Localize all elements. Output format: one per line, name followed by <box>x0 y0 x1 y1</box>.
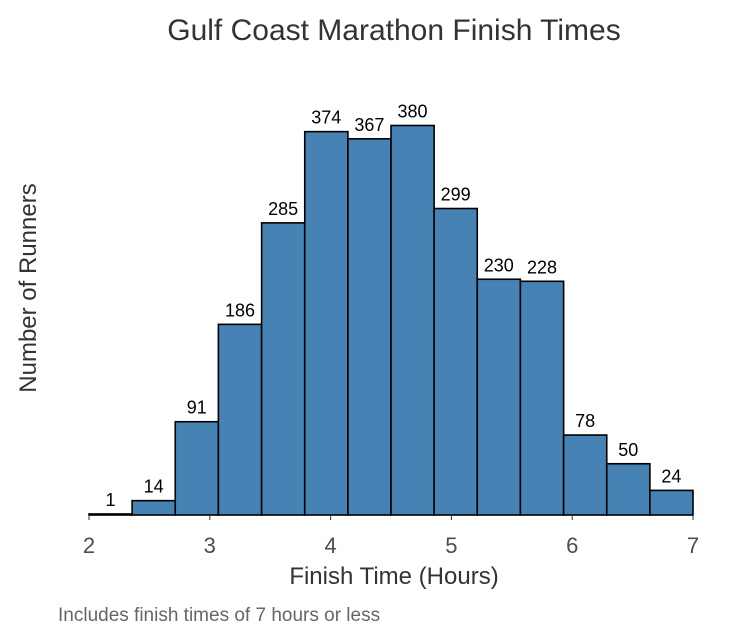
x-axis-title: Finish Time (Hours) <box>289 563 498 590</box>
y-axis-title: Number of Runners <box>15 183 42 392</box>
chart-caption: Includes finish times of 7 hours or less <box>58 605 380 626</box>
histogram-bar-0 <box>88 513 133 516</box>
x-tick-label-1: 3 <box>204 533 216 558</box>
histogram-bar-3 <box>217 323 263 516</box>
bar-value-label-1: 14 <box>144 477 164 497</box>
bars-group <box>88 124 694 516</box>
x-tick-label-0: 2 <box>83 533 95 558</box>
x-tick-label-4: 6 <box>566 533 578 558</box>
bar-value-label-0: 1 <box>106 490 116 510</box>
histogram-bar-12 <box>605 462 651 516</box>
histogram-bar-4 <box>260 222 306 516</box>
chart-title: Gulf Coast Marathon Finish Times <box>167 14 621 47</box>
histogram-bar-5 <box>303 130 349 516</box>
bar-value-label-9: 230 <box>484 255 514 275</box>
histogram-bar-13 <box>649 489 694 516</box>
bar-value-label-13: 24 <box>661 466 681 486</box>
histogram-bar-9 <box>476 278 522 516</box>
bar-value-label-8: 299 <box>441 185 471 205</box>
bar-value-label-7: 380 <box>398 102 428 122</box>
histogram-bar-8 <box>433 207 479 516</box>
bar-value-label-12: 50 <box>618 440 638 460</box>
bar-value-label-5: 374 <box>311 108 341 128</box>
bar-labels-group: 1 14 91 186 285 374 367 380 299 230 228 78 50 24 <box>106 102 682 510</box>
x-tick-label-3: 5 <box>445 533 457 558</box>
histogram-bar-2 <box>174 420 220 516</box>
histogram-bar-6 <box>347 138 392 516</box>
bar-value-label-6: 367 <box>354 115 384 135</box>
bar-value-label-11: 78 <box>575 411 595 431</box>
histogram-bar-7 <box>390 124 435 516</box>
histogram-bar-10 <box>519 280 565 516</box>
x-axis-ticks: 2 3 4 5 6 7 <box>83 515 699 558</box>
x-tick-label-5: 7 <box>687 533 699 558</box>
bar-value-label-2: 91 <box>187 398 207 418</box>
x-tick-label-2: 4 <box>324 533 336 558</box>
bar-value-label-3: 186 <box>225 300 255 320</box>
histogram-bar-11 <box>562 434 608 516</box>
histogram-bar-1 <box>131 499 177 516</box>
bar-value-label-4: 285 <box>268 199 298 219</box>
bar-value-label-10: 228 <box>527 257 557 277</box>
